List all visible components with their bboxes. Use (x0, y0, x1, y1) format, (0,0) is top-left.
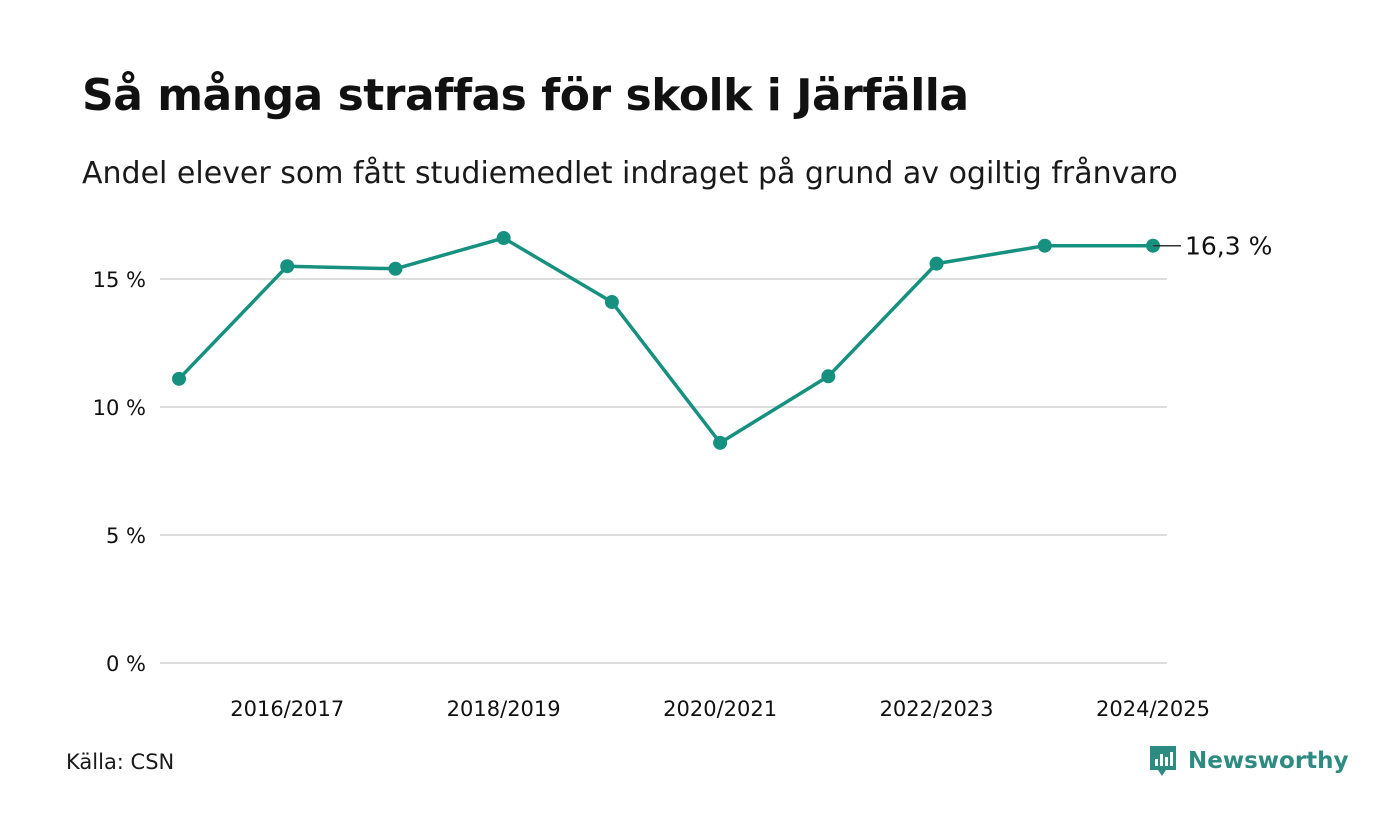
end-value-label: 16,3 % (1185, 232, 1272, 261)
data-point (929, 256, 944, 271)
x-tick-label: 2016/2017 (230, 697, 344, 721)
x-tick-label: 2022/2023 (880, 697, 994, 721)
series-line (177, 236, 1155, 445)
data-point (713, 435, 728, 450)
brand-name: Newsworthy (1188, 748, 1349, 774)
y-tick-label: 15 % (93, 268, 146, 292)
data-point (1037, 238, 1052, 253)
data-point (172, 371, 186, 386)
data-point (496, 231, 511, 246)
data-point (388, 261, 403, 276)
x-tick-label: 2024/2025 (1096, 697, 1210, 721)
data-point (604, 295, 619, 310)
data-point (821, 369, 836, 384)
y-tick-label: 5 % (106, 524, 146, 548)
x-tick-label: 2020/2021 (663, 697, 777, 721)
chart-title: Så många straffas för skolk i Järfälla (82, 70, 969, 121)
brand-logo[interactable]: Newsworthy (1148, 744, 1349, 778)
x-tick-label: 2018/2019 (447, 697, 561, 721)
source-label: Källa: CSN (66, 750, 175, 774)
y-tick-label: 0 % (106, 652, 146, 676)
chart-subtitle: Andel elever som fått studiemedlet indra… (82, 156, 1178, 191)
data-point (280, 259, 295, 274)
newsworthy-logo-icon (1150, 746, 1176, 776)
y-tick-label: 10 % (93, 396, 146, 420)
